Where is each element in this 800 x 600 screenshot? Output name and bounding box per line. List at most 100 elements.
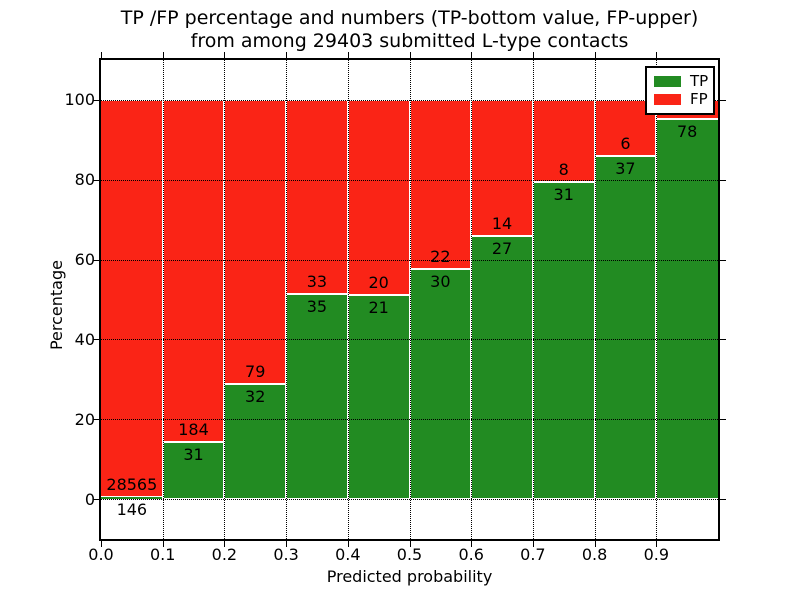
bar-tp-segment [656,119,718,500]
bar-fp-segment [224,99,287,384]
bar-tp-count-label: 78 [676,122,698,142]
bar-fp-segment [409,99,472,269]
x-tick-mark-top [347,52,349,58]
x-tick-label: 0.7 [520,545,546,564]
y-tick-mark [93,99,99,101]
bar-tp-segment [471,236,533,500]
y-tick-mark [93,339,99,341]
x-tick-mark [224,541,226,547]
bar-tp-count-label: 35 [306,296,328,316]
bar-tp-segment [224,384,287,500]
y-tick-label: 0 [84,489,95,509]
gridline-vertical [224,60,226,539]
bar-fp-segment [347,99,410,295]
x-tick-label: 0.4 [335,545,361,564]
y-tick-mark-right [720,339,726,341]
bar-tp-count-label: 146 [116,500,148,520]
x-tick-label: 0.5 [396,545,423,564]
gridline-vertical [532,60,534,539]
legend-label-fp: FP [690,90,708,109]
x-tick-label: 0.6 [458,545,484,564]
bar-tp-segment [409,268,472,500]
y-tick-mark-right [720,499,726,501]
bar-tp-segment [162,441,225,500]
x-tick-mark [532,541,534,547]
chart-title: TP /FP percentage and numbers (TP-bottom… [101,7,718,53]
bar-fp-count-label: 8 [558,159,569,179]
x-tick-mark-top [594,52,596,58]
y-tick-label: 100 [64,90,95,110]
bar-tp-count-label: 21 [368,297,389,317]
bar-tp-segment [594,155,657,500]
gridline-vertical [656,60,658,539]
bar-fp-count-label: 184 [178,419,209,439]
y-tick-mark [93,499,99,501]
y-tick-label: 40 [74,329,95,349]
chart-title-line2: from among 29403 submitted L-type contac… [190,30,629,52]
plot-area: 28565 146 184 31 79 32 33 35 20 21 22 30 14 27 8 31 6 37 7… [93,52,726,547]
x-tick-mark-top [409,52,411,58]
bar-fp-count-label: 28565 [106,475,158,495]
gridline-horizontal [101,99,718,101]
gridline-vertical [162,60,164,539]
bar-fp-count-label: 33 [306,271,328,291]
x-tick-mark-top [471,52,473,58]
bar-tp-count-label: 27 [491,239,513,259]
gridline-horizontal [101,259,718,261]
y-tick-label: 20 [74,409,95,429]
bar-fp-segment [162,99,225,442]
x-tick-mark [409,541,411,547]
y-tick-mark-right [720,179,726,181]
gridline-vertical [471,60,473,539]
x-tick-label: 0.8 [581,545,608,564]
bar-tp-segment [532,181,595,500]
y-axis-label: Percentage [47,260,66,351]
chart-title-line1: TP /FP percentage and numbers (TP-bottom… [120,7,699,29]
bar-tp-count-label: 30 [430,271,451,291]
x-tick-mark-top [101,52,102,58]
x-tick-mark-top [224,52,226,58]
gridline-horizontal [101,339,718,341]
legend-swatch-tp [654,75,681,87]
legend-label-tp: TP [690,71,709,90]
bar-tp-segment [286,293,348,500]
x-tick-mark [656,541,658,547]
bar-fp-count-label: 6 [620,133,631,153]
y-tick-mark [93,179,99,181]
x-tick-mark-top [656,52,658,58]
x-tick-label: 0.2 [211,545,238,564]
y-tick-mark-right [720,99,726,101]
y-tick-label: 80 [74,170,95,190]
y-tick-label: 60 [74,250,95,270]
y-tick-mark-right [720,259,726,261]
bar-fp-segment [286,99,348,294]
bar-tp-count-label: 32 [245,387,266,406]
x-tick-mark [471,541,473,547]
bar-fp-segment [471,99,533,237]
bar-fp-segment [101,99,163,498]
x-tick-label: 0.3 [273,545,299,564]
x-axis-label: Predicted probability [326,567,493,586]
gridline-horizontal [101,419,718,421]
x-tick-label: 0.0 [88,545,114,564]
x-tick-mark [101,541,102,547]
gridline-vertical [594,60,596,539]
bar-tp-segment [101,497,163,500]
bar-tp-count-label: 31 [553,184,574,204]
x-tick-mark [162,541,164,547]
gridline-vertical [286,60,288,539]
bar-fp-count-label: 14 [491,214,513,234]
bar-tp-segment [347,294,410,500]
legend-swatch-fp [654,94,681,106]
legend-item-fp: FP [654,90,708,109]
gridline-vertical [409,60,411,539]
bar-tp-count-label: 37 [615,158,636,178]
x-tick-label: 0.1 [149,545,176,564]
x-tick-label: 0.9 [643,545,670,564]
bar-fp-count-label: 22 [430,246,451,266]
bar-tp-count-label: 31 [183,444,204,464]
gridline-horizontal [101,179,718,181]
x-tick-mark [286,541,288,547]
bar-fp-count-label: 20 [368,272,389,292]
